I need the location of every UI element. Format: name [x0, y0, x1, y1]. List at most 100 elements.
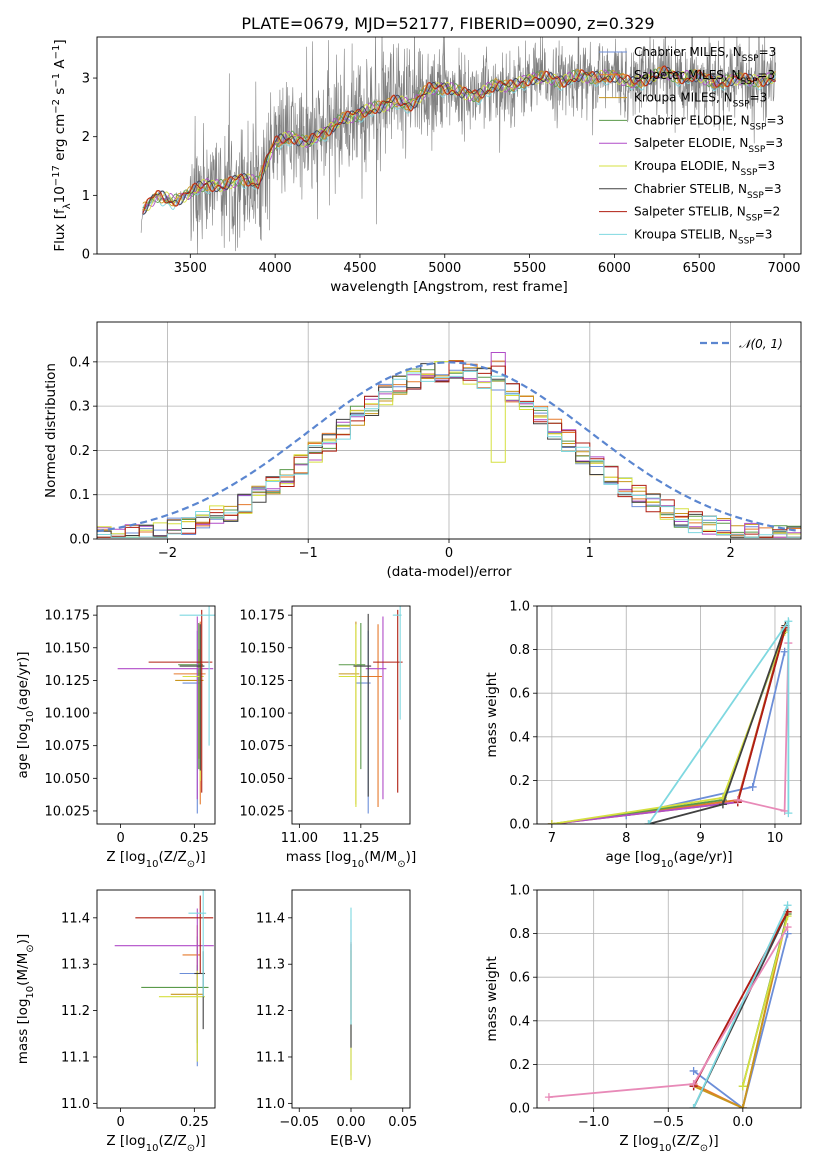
legend-label-part: Salpeter ELODIE, N [634, 136, 748, 150]
legend-label-part: Kroupa ELODIE, N [634, 159, 741, 173]
legend-label-part: Kroupa MILES, N [634, 91, 733, 105]
weight-series-line [693, 911, 789, 1108]
weight-series-marker [718, 800, 727, 809]
axes-frame [291, 605, 411, 825]
y-tick-label: 0.6 [509, 687, 530, 702]
x-axis-label-part: (Z/Z [158, 849, 186, 865]
axes-frame [96, 605, 216, 825]
legend-label: Salpeter STELIB, NSSP=2 [634, 205, 780, 224]
weight-series-line [741, 915, 789, 1087]
y-axis-label-part: mass [log [15, 999, 31, 1065]
y-axis-label-part: −1 [51, 73, 62, 88]
y-axis-label-part: Flux [f [52, 208, 68, 252]
x-tick-label: −1 [299, 546, 318, 561]
legend-label-part: Salpeter MILES, N [634, 68, 741, 82]
y-tick-label: 3 [82, 72, 90, 87]
x-axis-label-part: age [log [605, 849, 660, 865]
y-tick-label: 10.025 [45, 804, 91, 819]
x-tick-label: 5500 [513, 261, 546, 276]
legend-label: Chabrier STELIB, NSSP=3 [634, 182, 782, 201]
x-tick-label: 0.0 [732, 1115, 753, 1130]
x-axis-label-part: Z [log [106, 1133, 145, 1149]
plot-area [544, 901, 792, 1108]
error-bar-point [353, 613, 372, 797]
y-tick-label: 10.075 [45, 739, 91, 754]
y-tick-label: 0.4 [509, 1014, 530, 1029]
y-axis-label-part: −1 [51, 45, 62, 60]
ticks: 11.00 11.25 10.025 10.050 10.075 10.100 10.125… [240, 609, 380, 846]
legend-label-part: SSP [733, 100, 750, 110]
weight-series-marker [784, 617, 793, 626]
error-bar-point [392, 606, 402, 720]
error-bar-point [179, 606, 215, 746]
y-axis-label-part: )] [15, 934, 31, 945]
y-tick-label: 0.0 [509, 818, 530, 833]
error-bar-point [373, 609, 403, 793]
legend-label: Chabrier ELODIE, NSSP=3 [634, 113, 784, 132]
legend-label-part: =3 [764, 182, 782, 196]
x-tick-label: −1.0 [578, 1115, 610, 1130]
x-axis-label-part: (M/M [364, 849, 397, 865]
legend-label: Chabrier MILES, NSSP=3 [634, 45, 776, 64]
x-tick-label: 6000 [598, 261, 631, 276]
ticks: −1.0 −0.5 0.0 0.0 0.2 0.4 0.6 0.8 1.0 [509, 884, 753, 1131]
legend-label: Salpeter MILES, NSSP=3 [634, 68, 775, 87]
x-tick-label: 0.25 [180, 1115, 209, 1130]
y-axis-label-part: (M/M [15, 953, 31, 986]
legend-label-part: SSP [750, 122, 767, 132]
y-tick-label: 11.2 [256, 1004, 285, 1019]
y-axis-label-part: 10 [52, 186, 68, 203]
y-tick-label: 0 [82, 248, 90, 263]
y-tick-label: 10.025 [240, 804, 286, 819]
y-axis-label-part: (age/yr)] [15, 651, 31, 710]
legend-label-part: SSP [738, 236, 755, 246]
y-axis-label-part: 10 [25, 986, 36, 999]
error-bar-point [358, 624, 382, 808]
x-axis-label: Z [log10(Z/Z⊙)] [106, 1133, 205, 1154]
y-tick-label: 1.0 [509, 600, 530, 615]
x-axis-label-part: 10 [661, 859, 674, 870]
legend-label-part: =3 [757, 159, 775, 173]
x-axis-label: (data-model)/error [386, 564, 512, 580]
x-axis-label: age [log10(age/yr)] [605, 849, 732, 870]
x-tick-label: −2 [158, 546, 177, 561]
error-bar-point [365, 616, 387, 800]
x-axis-label-part: Z [log [106, 849, 145, 865]
y-axis-label: mass [log10(M/M⊙)] [15, 934, 36, 1064]
weight-series-line [692, 904, 789, 1108]
y-tick-label: 0.2 [509, 774, 530, 789]
x-tick-label: 0.00 [337, 1115, 366, 1130]
y-axis-label: age [log10(age/yr)] [15, 651, 36, 778]
y-tick-label: 0.4 [509, 730, 530, 745]
weight-series-marker [733, 796, 742, 805]
y-axis-label: Normed distribution [43, 363, 59, 498]
gaussian-curve [97, 361, 799, 533]
x-axis-label-part: (Z/Z [671, 1133, 699, 1149]
y-tick-label: 0.2 [509, 1058, 530, 1073]
y-axis-label: Flux [fλ10−17 erg cm−2 s−1 A−1] [51, 39, 73, 251]
y-tick-label: 0.8 [509, 927, 530, 942]
legend-label-part: SSP [748, 145, 765, 155]
legend-label: Kroupa MILES, NSSP=3 [634, 91, 767, 110]
ticks: 7 8 9 10 0.0 0.2 0.4 0.6 0.8 1.0 [509, 600, 783, 847]
y-tick-label: 10.175 [240, 609, 286, 624]
error-bar-point [135, 895, 214, 974]
plot-area [547, 617, 793, 824]
chart-age_vs_mass: 11.00 11.25 10.025 10.050 10.075 10.100 10.125… [240, 605, 416, 870]
y-axis-label-part: −17 [51, 165, 62, 186]
x-axis-label-part: )] [195, 849, 206, 865]
y-tick-label: 10.075 [240, 739, 286, 754]
x-tick-label: 11.25 [342, 831, 379, 846]
x-axis-label: Z [log10(Z/Z⊙)] [106, 849, 205, 870]
y-axis-label-part: ⊙ [25, 944, 36, 952]
x-axis-label-part: Z [log [619, 1133, 658, 1149]
y-axis-label: mass weight [484, 672, 500, 757]
histogram-series [97, 361, 801, 538]
legend-label-part: SSP [741, 168, 758, 178]
weight-series-marker [644, 820, 653, 824]
ticks: 0 0.25 10.025 10.050 10.075 10.100 10.125 10.15… [45, 609, 209, 846]
x-tick-label: −0.05 [279, 1115, 319, 1130]
x-axis-label-part: )] [708, 1133, 719, 1149]
x-axis-label-part: ⊙ [187, 1143, 195, 1154]
